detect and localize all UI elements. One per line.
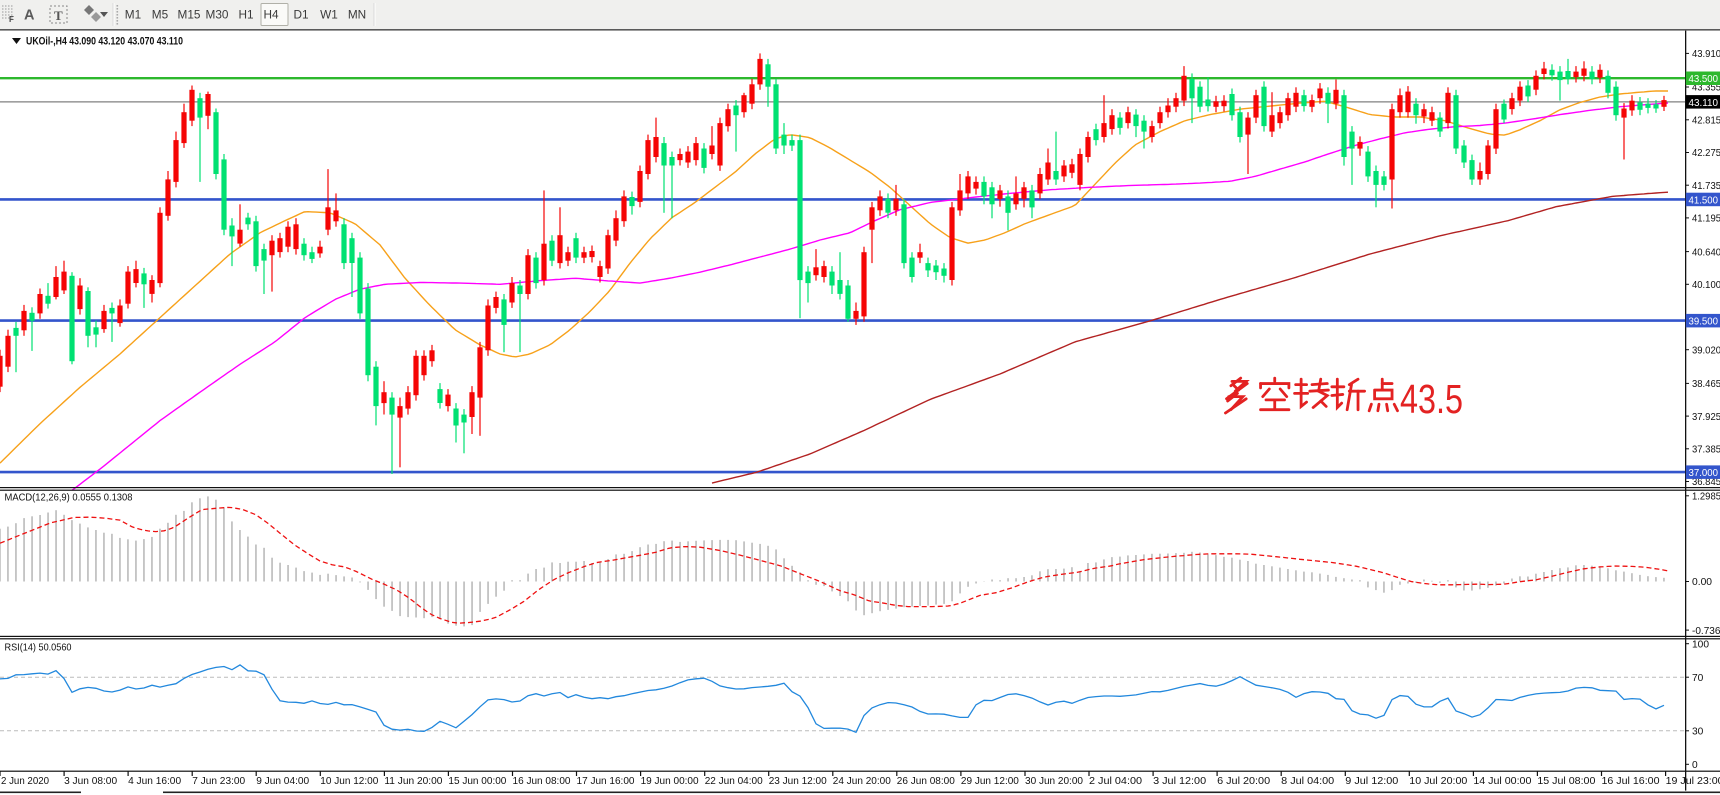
svg-text:23 Jun 12:00: 23 Jun 12:00 xyxy=(769,776,827,787)
svg-text:0.00: 0.00 xyxy=(1692,577,1712,588)
svg-text:MN: MN xyxy=(348,8,366,22)
svg-text:11 Jun 20:00: 11 Jun 20:00 xyxy=(384,776,442,787)
svg-text:41.195: 41.195 xyxy=(1692,214,1720,225)
svg-text:36.845: 36.845 xyxy=(1692,477,1720,488)
svg-text:MACD(12,26,9) 0.0555 0.1308: MACD(12,26,9) 0.0555 0.1308 xyxy=(5,493,133,504)
svg-text:30: 30 xyxy=(1692,727,1704,738)
svg-text:15 Jul 08:00: 15 Jul 08:00 xyxy=(1537,776,1595,787)
svg-text:100: 100 xyxy=(1692,639,1709,650)
svg-text:37.925: 37.925 xyxy=(1692,412,1720,423)
svg-text:RSI(14) 50.0560: RSI(14) 50.0560 xyxy=(5,643,72,654)
svg-text:39.500: 39.500 xyxy=(1689,317,1719,328)
svg-text:4 Jun 16:00: 4 Jun 16:00 xyxy=(128,776,181,787)
svg-text:42.815: 42.815 xyxy=(1692,116,1720,127)
svg-text:UKOil-,H4 43.090 43.120 43.07: UKOil-,H4 43.090 43.120 43.070 43.110 xyxy=(26,36,183,48)
svg-text:43.500: 43.500 xyxy=(1689,74,1719,85)
svg-text:A: A xyxy=(24,8,35,24)
svg-text:16 Jul 16:00: 16 Jul 16:00 xyxy=(1602,776,1660,787)
svg-text:15 Jun 00:00: 15 Jun 00:00 xyxy=(448,776,506,787)
svg-text:W1: W1 xyxy=(320,8,338,22)
svg-text:16 Jun 08:00: 16 Jun 08:00 xyxy=(513,776,571,787)
svg-text:41.735: 41.735 xyxy=(1692,181,1720,192)
svg-text:30 Jun 20:00: 30 Jun 20:00 xyxy=(1025,776,1083,787)
svg-text:43.5: 43.5 xyxy=(1400,376,1463,422)
svg-text:38.465: 38.465 xyxy=(1692,379,1720,390)
svg-text:10 Jun 12:00: 10 Jun 12:00 xyxy=(320,776,378,787)
svg-text:19 Jun 00:00: 19 Jun 00:00 xyxy=(641,776,699,787)
svg-text:3 Jul 12:00: 3 Jul 12:00 xyxy=(1153,776,1206,787)
svg-text:6 Jul 20:00: 6 Jul 20:00 xyxy=(1217,776,1270,787)
svg-text:40.100: 40.100 xyxy=(1692,280,1720,291)
svg-text:41.500: 41.500 xyxy=(1689,195,1719,206)
svg-text:14 Jul 00:00: 14 Jul 00:00 xyxy=(1473,776,1531,787)
svg-text:7 Jun 23:00: 7 Jun 23:00 xyxy=(192,776,245,787)
svg-text:8 Jul 04:00: 8 Jul 04:00 xyxy=(1281,776,1334,787)
svg-text:39.020: 39.020 xyxy=(1692,345,1720,356)
svg-text:M5: M5 xyxy=(152,8,169,22)
svg-text:0: 0 xyxy=(1692,760,1698,771)
svg-text:43.110: 43.110 xyxy=(1689,98,1719,109)
svg-text:3 Jun 08:00: 3 Jun 08:00 xyxy=(64,776,117,787)
svg-text:22 Jun 04:00: 22 Jun 04:00 xyxy=(705,776,763,787)
svg-text:70: 70 xyxy=(1692,673,1704,684)
svg-text:29 Jun 12:00: 29 Jun 12:00 xyxy=(961,776,1019,787)
svg-text:9 Jun 04:00: 9 Jun 04:00 xyxy=(256,776,309,787)
svg-text:H1: H1 xyxy=(238,8,253,22)
svg-text:2 Jun 2020: 2 Jun 2020 xyxy=(1,776,49,787)
svg-text:M1: M1 xyxy=(125,8,141,22)
svg-text:40.640: 40.640 xyxy=(1692,247,1720,258)
svg-text:37.385: 37.385 xyxy=(1692,445,1720,456)
svg-text:37.000: 37.000 xyxy=(1689,468,1719,479)
svg-text:M15: M15 xyxy=(178,8,201,22)
svg-text:24 Jun 20:00: 24 Jun 20:00 xyxy=(833,776,891,787)
svg-text:42.275: 42.275 xyxy=(1692,148,1720,159)
svg-text:-0.7362: -0.7362 xyxy=(1692,626,1720,637)
svg-text:26 Jun 08:00: 26 Jun 08:00 xyxy=(897,776,955,787)
svg-text:9 Jul 12:00: 9 Jul 12:00 xyxy=(1345,776,1398,787)
svg-text:17 Jun 16:00: 17 Jun 16:00 xyxy=(577,776,635,787)
svg-text:T: T xyxy=(54,8,63,23)
svg-text:H4: H4 xyxy=(263,8,279,22)
svg-text:2 Jul 04:00: 2 Jul 04:00 xyxy=(1089,776,1142,787)
svg-text:43.355: 43.355 xyxy=(1692,83,1720,94)
svg-text:D1: D1 xyxy=(293,8,308,22)
svg-text:F: F xyxy=(9,15,14,24)
svg-text:M30: M30 xyxy=(206,8,229,22)
svg-text:10 Jul 20:00: 10 Jul 20:00 xyxy=(1409,776,1467,787)
svg-text:43.910: 43.910 xyxy=(1692,49,1720,60)
svg-text:1.2985: 1.2985 xyxy=(1692,492,1720,503)
svg-text:19 Jul 23:00: 19 Jul 23:00 xyxy=(1666,776,1720,787)
